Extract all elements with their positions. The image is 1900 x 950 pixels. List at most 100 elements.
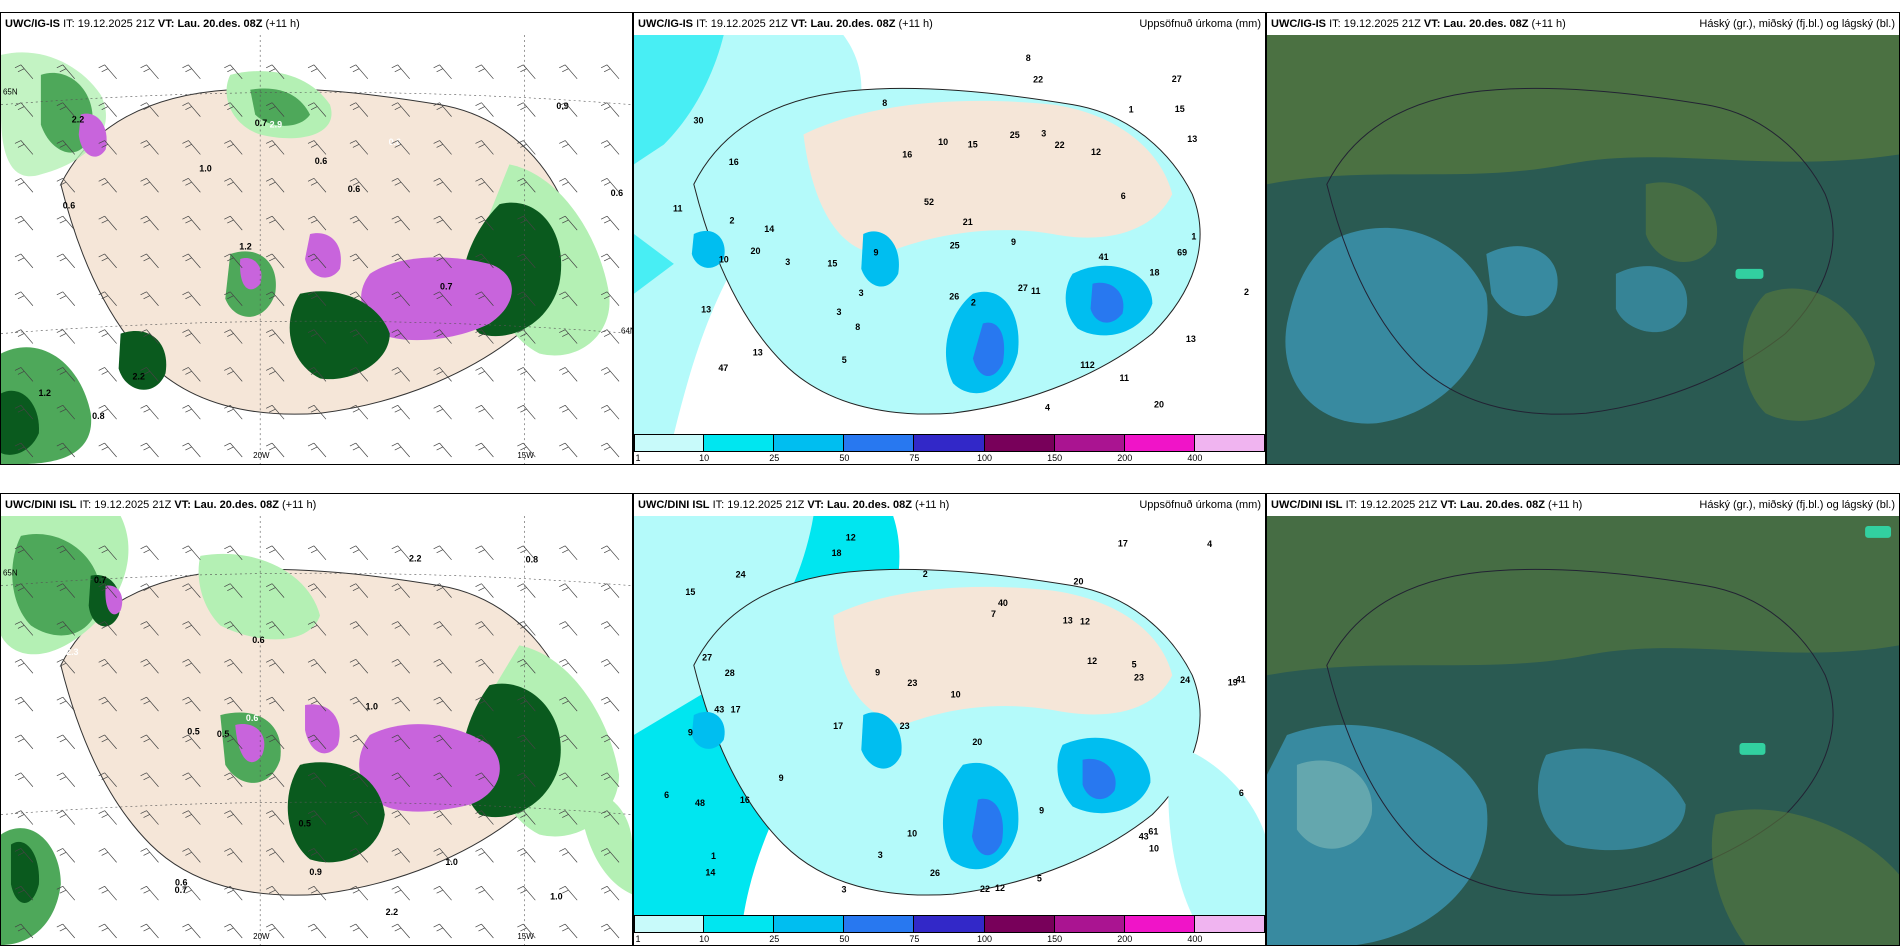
map-value-label: 5 [842,355,847,365]
lat-label-65n: 65N [3,88,18,97]
map-value-label: 16 [902,149,912,159]
map-value-label: 1.0 [550,892,562,902]
map-value-label: 16 [740,795,750,805]
map-value-label: 12 [1080,617,1090,627]
map-value-label: 20 [972,737,982,747]
colorbar-tick-label: 1 [635,453,641,463]
panel-title-right: Uppsöfnuð úrkoma (mm) [1139,499,1261,511]
colorbar-swatch [1054,434,1125,452]
map-value-label: 12 [846,532,856,542]
map-value-label: 2.2 [386,907,398,917]
map-value-label: 0.6 [315,156,327,166]
map-value-label: 8 [855,322,860,332]
panel-title-right: Háský (gr.), miðský (fj.bl.) og lágský (… [1699,18,1895,30]
map-value-label: 13 [1186,334,1196,344]
lon-label-15w: 15W [517,932,534,941]
map-value-label: 27 [702,652,712,662]
map-value-label: 24 [736,570,746,580]
precip-map[interactable]: 20W 15W 65N 64N 0.6 0.6 0.9 1.2 0.6 0.8 0.7 0.6… [1,35,632,464]
map-value-label: 0.6 [175,878,187,888]
colorbar-swatch [844,915,915,933]
map-value-label: 1.2 [38,388,50,398]
map-value-label: 10 [719,255,729,265]
map-value-label: 2.3 [66,647,78,657]
map-value-label: 3 [785,257,790,267]
lon-label-20w: 20W [253,451,270,460]
colorbar-tick-label: 400 [1187,453,1203,463]
lon-label-15w: 15W [517,451,534,460]
panel-acc-precip-ig: UWC/IG-IS IT: 19.12.2025 21Z VT: Lau. 20… [633,12,1266,465]
colorbar-swatch [844,434,915,452]
map-value-label: 0.8 [92,411,104,421]
colorbar-swatch [704,434,775,452]
map-value-label: 0.8 [526,554,538,564]
map-value-label: 20 [1154,400,1164,410]
map-value-label: 0.5 [217,729,229,739]
map-value-label: 13 [701,305,711,315]
map-value-label: 22 [1033,75,1043,85]
map-value-label: 2 [1244,287,1249,297]
colorbar-tick-label: 100 [977,934,993,944]
map-value-label: 52 [924,197,934,207]
map-value-label: 18 [1149,267,1159,277]
map-value-label: 0.9 [556,101,568,111]
map-value-label: 61 [1148,827,1158,837]
map-value-label: 0.5 [82,328,94,338]
panel-clouds-ig: UWC/IG-IS IT: 19.12.2025 21Z VT: Lau. 20… [1266,12,1900,465]
map-value-label: 0.6 [546,405,558,415]
map-value-label: 25 [950,240,960,250]
map-value-label: 3 [878,850,883,860]
map-value-label: 17 [731,704,741,714]
map-value-label: 23 [900,721,910,731]
map-value-label: 8 [1026,53,1031,63]
panel-title-right: Háský (gr.), miðský (fj.bl.) og lágský (… [1699,499,1895,511]
colorbar-swatch [704,915,775,933]
colorbar-tick-label: 150 [1047,453,1063,463]
clouds-map[interactable] [1267,516,1899,945]
map-value-label: 9 [873,248,878,258]
colorbar-tick-label: 10 [699,453,710,463]
acc-precip-map[interactable]: 20 20 27 30 13 16 13 15 12 10 22 11 8 8 9 13 41 21 11 47 27 1… [634,35,1265,434]
precip-map[interactable]: 20W 15W 65N 1.6 2.2 0.6 1.0 0.9 0.7 0.5 1.0 0.7 0… [1,516,632,945]
panel-acc-precip-dini: UWC/DINI ISL IT: 19.12.2025 21Z VT: Lau.… [633,493,1266,946]
map-value-label: 2.2 [72,115,84,125]
map-value-label: 48 [695,798,705,808]
map-value-label: 5 [1132,660,1137,670]
map-value-label: 0.7 [270,528,282,538]
map-value-label: 1.6 [238,898,250,908]
map-value-label: 0.6 [252,635,264,645]
map-value-label: 1 [1129,104,1134,114]
map-value-label: 27 [1018,283,1028,293]
map-value-label: 0.7 [175,885,187,895]
map-value-label: 12 [1091,147,1101,157]
map-value-label: 112 [1080,360,1094,370]
map-value-label: 3 [859,288,864,298]
colorbar-tick-label: 50 [839,453,850,463]
lon-label-20w: 20W [253,932,270,941]
colorbar-swatch [914,915,985,933]
wind-barbs [14,545,620,939]
map-value-label: 1 [1191,232,1196,242]
map-value-label: 0.5 [299,819,311,829]
map-value-label: 69 [1177,247,1187,257]
panel-header: UWC/IG-IS IT: 19.12.2025 21Z VT: Lau. 20… [634,13,1265,35]
map-value-label: 10 [938,137,948,147]
colorbar-swatch [914,434,985,452]
map-value-label: 2 [971,297,976,307]
acc-precip-map[interactable]: 12 20 19 23 20 17 15 13 9 7 10 14 18 17 22 12 10 17 12 9 28 4… [634,516,1265,915]
map-value-label: 22 [1055,140,1065,150]
map-value-label: 0.9 [175,534,187,544]
map-value-label: 19 [1228,678,1238,688]
map-value-label: 0.7 [440,282,452,292]
map-value-label: 23 [907,678,917,688]
panel-clouds-dini: UWC/DINI ISL IT: 19.12.2025 21Z VT: Lau.… [1266,493,1900,946]
map-value-label: 3 [836,307,841,317]
map-value-label: 28 [725,668,735,678]
map-value-label: 21 [963,217,973,227]
map-value-label: 22 [980,884,990,894]
map-value-label: 1 [711,851,716,861]
clouds-map[interactable] [1267,35,1899,464]
map-value-label: 41 [1236,674,1246,684]
panel-header: UWC/DINI ISL IT: 19.12.2025 21Z VT: Lau.… [1267,494,1899,516]
map-value-label: 9 [1011,237,1016,247]
